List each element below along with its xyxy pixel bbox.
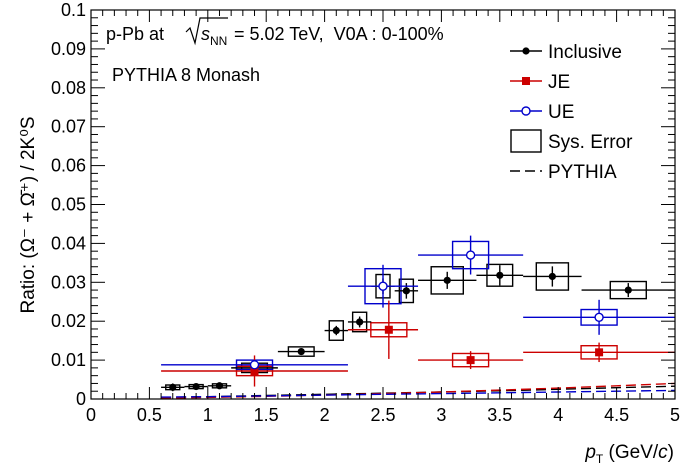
je-marker bbox=[384, 325, 393, 334]
markers-layer bbox=[169, 250, 632, 391]
inclusive-marker bbox=[356, 318, 364, 326]
ue-marker bbox=[378, 281, 388, 291]
ue-marker bbox=[594, 312, 604, 323]
legend-label-sys-error: Sys. Error bbox=[548, 132, 633, 153]
x-tick-label: 5 bbox=[670, 405, 680, 425]
legend-marker-inclusive bbox=[522, 47, 530, 55]
y-tick-label: 0.05 bbox=[51, 195, 86, 215]
legend-label-je: JE bbox=[548, 72, 570, 93]
annotation-generator: PYTHIA 8 Monash bbox=[112, 65, 260, 85]
x-tick-label: 0.5 bbox=[137, 405, 162, 425]
annotation-collision: p-Pb at s NN = 5.02 TeV, V0A : 0-100% bbox=[106, 17, 444, 48]
y-tick-label: 0.04 bbox=[51, 233, 86, 253]
x-tick-label: 3 bbox=[436, 405, 446, 425]
inclusive-marker bbox=[496, 271, 504, 279]
ue-marker bbox=[249, 360, 260, 370]
annotation-energy-sub: NN bbox=[210, 34, 227, 48]
legend-swatch-sys-error bbox=[510, 129, 542, 153]
x-axis-title-unit-post: ) bbox=[668, 442, 674, 463]
legend-label-ue: UE bbox=[548, 102, 574, 123]
x-tick-label: 0 bbox=[86, 405, 96, 425]
y-axis-title: Ratio: (Ω⁻ + Ω̄⁺) / 2K⁰S bbox=[18, 116, 39, 313]
legend-label-pythia: PYTHIA bbox=[548, 162, 617, 183]
y-tick-label: 0.08 bbox=[51, 78, 86, 98]
y-tick-label: 0.09 bbox=[51, 39, 86, 59]
legend-marker-je bbox=[522, 77, 530, 85]
annotation-energy-root: s bbox=[201, 24, 210, 44]
annotation-system: p-Pb at bbox=[106, 24, 164, 44]
y-tick-label: 0.02 bbox=[51, 311, 86, 331]
je-marker bbox=[466, 356, 475, 365]
x-axis-title-unit-it: c bbox=[658, 442, 668, 463]
sqrt-symbol bbox=[185, 17, 228, 46]
x-tick-label: 1 bbox=[203, 405, 213, 425]
inclusive-marker bbox=[169, 383, 177, 391]
inclusive-marker bbox=[624, 286, 632, 294]
inclusive-marker bbox=[192, 382, 200, 391]
y-tick-label: 0.1 bbox=[61, 0, 86, 20]
inclusive-marker bbox=[332, 326, 340, 335]
inclusive-marker bbox=[443, 276, 451, 284]
tick-labels-layer: 0 0.5 1 1.5 2 2.5 3 3.5 4 4.5 5 0 0.01 0.02 0.03 0.04 0.… bbox=[51, 0, 680, 425]
x-axis-title-main: p bbox=[584, 442, 596, 463]
x-tick-label: 3.5 bbox=[487, 405, 512, 425]
y-tick-label: 0.03 bbox=[51, 272, 86, 292]
y-tick-label: 0.01 bbox=[51, 350, 86, 370]
legend-marker-ue bbox=[521, 106, 531, 116]
x-axis-title: pT (GeV/c) bbox=[584, 442, 674, 466]
y-tick-label: 0.06 bbox=[51, 156, 86, 176]
x-tick-label: 2 bbox=[320, 405, 330, 425]
pythia-curves-layer bbox=[161, 382, 676, 399]
x-tick-label: 2.5 bbox=[370, 405, 395, 425]
je-marker bbox=[250, 366, 259, 375]
x-tick-label: 4 bbox=[553, 405, 563, 425]
y-tick-label: 0 bbox=[76, 389, 86, 409]
annotation-energy-value: = 5.02 TeV, V0A : 0-100% bbox=[229, 24, 444, 44]
inclusive-marker bbox=[297, 347, 305, 356]
inclusive-marker bbox=[548, 272, 556, 281]
y-tick-label: 0.07 bbox=[51, 117, 86, 137]
x-axis-title-unit-pre: (GeV/ bbox=[603, 442, 659, 463]
je-marker bbox=[595, 348, 604, 357]
inclusive-marker bbox=[215, 382, 224, 390]
legend: Inclusive JE UE Sys. Error PYTHIA bbox=[510, 42, 633, 183]
ue-marker bbox=[465, 250, 476, 260]
x-axis-title-sub: T bbox=[596, 452, 604, 466]
x-tick-label: 4.5 bbox=[604, 405, 629, 425]
axes-layer bbox=[90, 9, 676, 400]
pythia-curve bbox=[161, 389, 676, 398]
inclusive-marker bbox=[402, 287, 410, 295]
x-tick-label: 1.5 bbox=[254, 405, 279, 425]
legend-label-inclusive: Inclusive bbox=[548, 42, 622, 63]
